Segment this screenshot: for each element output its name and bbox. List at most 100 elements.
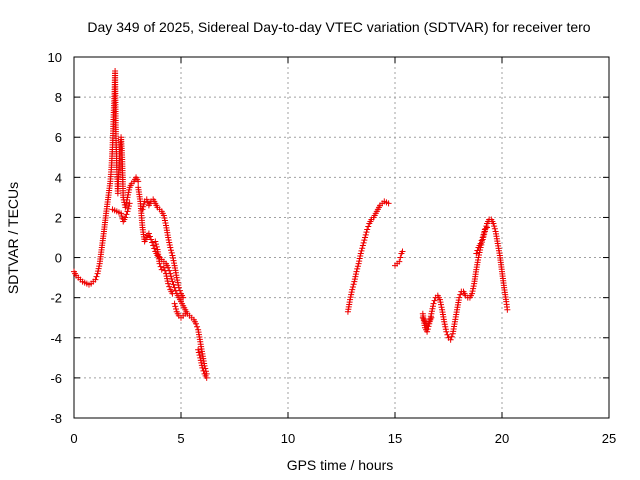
data-point: [122, 214, 129, 221]
data-point-trace: [175, 282, 182, 289]
data-point-trace: [123, 211, 130, 218]
data-point-trace: [358, 247, 365, 254]
data-point-trace: [350, 281, 357, 288]
data-point-trace: [437, 299, 444, 306]
y-tick-label: 10: [48, 50, 62, 65]
data-point-trace: [354, 263, 361, 270]
data-point-trace: [351, 276, 358, 283]
data-point-trace: [125, 203, 132, 210]
data-point-trace: [428, 308, 435, 315]
data-point-trace: [169, 255, 176, 262]
data-point-trace: [166, 283, 173, 290]
data-point: [148, 236, 155, 243]
data-point-trace: [93, 273, 100, 280]
data-point: [362, 234, 369, 241]
data-point: [477, 240, 484, 247]
data-point: [195, 346, 202, 353]
data-point: [456, 294, 463, 301]
y-tick-label: -4: [50, 331, 62, 346]
data-point-trace: [362, 231, 369, 238]
data-point-trace: [352, 273, 359, 280]
x-tick-label: 15: [388, 431, 402, 446]
data-point: [447, 336, 454, 343]
data-point-trace: [365, 223, 372, 230]
plot-frame: [73, 56, 610, 419]
data-point-trace: [438, 304, 445, 311]
data-point: [143, 196, 150, 203]
data-point-trace: [140, 203, 147, 210]
data-point-trace: [146, 233, 153, 240]
data-point-trace: [469, 288, 476, 295]
data-point-trace: [441, 321, 448, 328]
data-point-trace: [96, 263, 103, 270]
data-point: [397, 254, 404, 261]
data-point-trace: [157, 263, 164, 270]
data-point: [355, 260, 362, 267]
data-point: [385, 200, 392, 207]
data-point: [473, 250, 480, 257]
x-tick-label: 5: [177, 431, 184, 446]
data-point-trace: [356, 258, 363, 265]
data-point-trace: [125, 189, 132, 196]
grid-lines: [74, 57, 609, 418]
data-point-trace: [153, 241, 160, 248]
data-point-trace: [164, 275, 171, 282]
data-point-trace: [200, 367, 207, 374]
data-point-trace: [122, 201, 129, 208]
chart-title: Day 349 of 2025, Sidereal Day-to-day VTE…: [87, 19, 590, 35]
data-point: [197, 354, 204, 361]
data-point: [173, 274, 180, 281]
data-point-trace: [491, 225, 498, 232]
data-point-trace: [166, 239, 173, 246]
data-point: [150, 242, 157, 249]
data-point: [163, 270, 170, 277]
data-point-trace: [163, 273, 170, 280]
data-point-trace: [176, 287, 183, 294]
data-point-trace: [195, 349, 202, 356]
data-point: [160, 264, 167, 271]
data-point: [165, 234, 172, 241]
data-point-trace: [166, 242, 173, 249]
y-tick-labels: -8 -6 -4 -2 0 2 4 6 8 10: [48, 50, 62, 426]
data-point: [167, 244, 174, 251]
data-point-trace: [348, 289, 355, 296]
data-point-trace: [357, 253, 364, 260]
x-axis-label: GPS time / hours: [287, 457, 394, 473]
data-point-trace: [444, 331, 451, 338]
data-point-trace: [198, 359, 205, 366]
data-point-trace: [442, 323, 449, 330]
data-point-trace: [483, 223, 490, 230]
data-point-trace: [161, 217, 168, 224]
data-point-trace: [161, 214, 168, 221]
data-point-trace: [198, 362, 205, 369]
y-tick-label: 6: [55, 130, 62, 145]
y-tick-label: -2: [50, 291, 62, 306]
data-point-trace: [165, 237, 172, 244]
axis-ticks: [73, 56, 610, 419]
data-point-trace: [457, 291, 464, 298]
x-tick-label: 20: [495, 431, 509, 446]
data-point-trace: [478, 237, 485, 244]
y-tick-label: 4: [55, 170, 62, 185]
data-point: [484, 224, 491, 231]
data-point-trace: [491, 223, 498, 230]
data-point-trace: [442, 326, 449, 333]
data-point-trace: [354, 265, 361, 272]
data-point-trace: [170, 281, 177, 288]
data-point-trace: [429, 305, 436, 312]
data-point-trace: [95, 268, 102, 275]
data-point: [156, 260, 163, 267]
data-point-trace: [438, 301, 445, 308]
x-tick-label: 25: [602, 431, 616, 446]
data-point-trace: [480, 231, 487, 238]
data-point: [428, 314, 435, 321]
data-point: [469, 290, 476, 297]
data-point: [124, 208, 131, 215]
data-point-trace: [194, 323, 201, 330]
data-point-trace: [173, 306, 180, 313]
data-point: [192, 320, 199, 327]
data-point: [436, 296, 443, 303]
data-point-trace: [123, 199, 130, 206]
data-point: [490, 220, 497, 227]
data-point-trace: [360, 239, 367, 246]
